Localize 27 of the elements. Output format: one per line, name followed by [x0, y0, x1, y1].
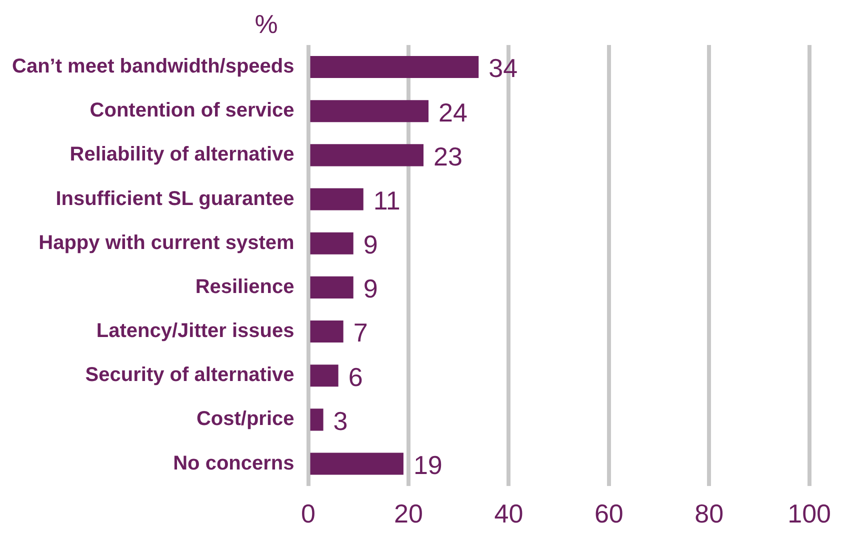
y-tick-label: Reliability of alternative [70, 144, 294, 166]
data-label: 11 [373, 185, 400, 216]
y-tick-label: Insufficient SL guarantee [56, 188, 294, 210]
y-tick-label: Resilience [195, 276, 294, 298]
data-label: 9 [363, 230, 378, 260]
data-label: 6 [348, 362, 363, 392]
x-tick-label: 40 [494, 498, 524, 529]
data-label: 23 [434, 141, 462, 172]
data-label: 9 [363, 274, 378, 304]
y-tick-label: Latency/Jitter issues [96, 320, 294, 342]
x-tick-label: 0 [301, 498, 316, 529]
y-tick-label: Can’t meet bandwidth/speeds [12, 56, 294, 78]
y-tick-label: Cost/price [196, 408, 294, 430]
data-label: 3 [333, 406, 348, 436]
x-tick-label: 60 [594, 498, 624, 529]
y-tick-label: Happy with current system [38, 232, 294, 254]
x-axis-title: % [254, 9, 278, 40]
y-tick-label: No concerns [173, 452, 294, 474]
data-label: 24 [438, 97, 468, 128]
data-label: 19 [413, 450, 442, 480]
x-tick-label: 20 [394, 498, 423, 529]
y-tick-label: Security of alternative [85, 364, 294, 386]
y-tick-label: Contention of service [90, 100, 294, 122]
x-tick-label: 100 [788, 498, 832, 529]
data-label: 34 [488, 53, 518, 84]
data-label: 7 [353, 318, 368, 348]
x-tick-label: 80 [694, 498, 724, 529]
